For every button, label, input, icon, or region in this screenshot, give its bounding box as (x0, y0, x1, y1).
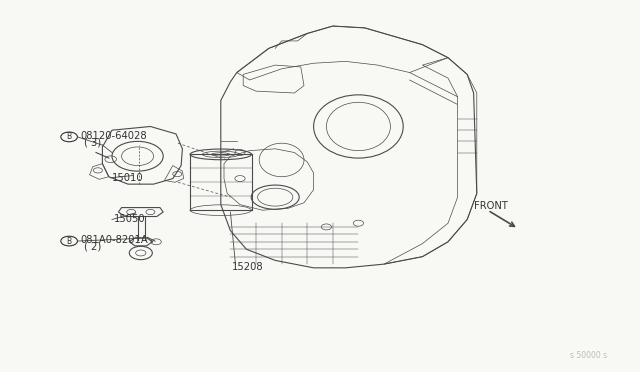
Text: 08120-64028: 08120-64028 (80, 131, 147, 141)
Text: 15010: 15010 (112, 173, 143, 183)
Text: 081A0-8201A: 081A0-8201A (80, 235, 148, 245)
Text: 15050: 15050 (114, 215, 145, 224)
Text: ( 2): ( 2) (84, 241, 102, 251)
Text: B: B (67, 237, 72, 246)
Text: 15208: 15208 (232, 262, 263, 272)
Text: s 50000 s: s 50000 s (570, 351, 607, 360)
Text: ( 3): ( 3) (84, 137, 102, 147)
Text: FRONT: FRONT (474, 202, 508, 211)
Text: B: B (67, 132, 72, 141)
